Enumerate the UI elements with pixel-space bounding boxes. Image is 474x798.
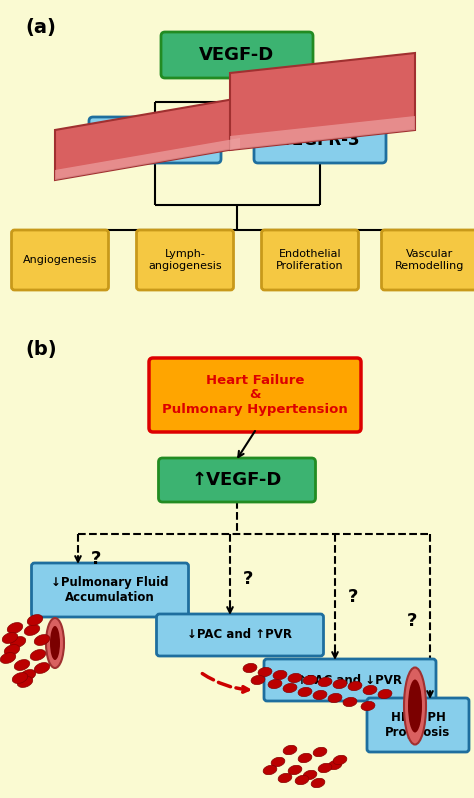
Polygon shape (230, 116, 415, 150)
Ellipse shape (298, 687, 312, 697)
FancyBboxPatch shape (382, 230, 474, 290)
Text: Lymph-
angiogenesis: Lymph- angiogenesis (148, 249, 222, 271)
Ellipse shape (318, 678, 332, 686)
Text: HF & PH
Prognosis: HF & PH Prognosis (385, 711, 451, 739)
Ellipse shape (273, 670, 287, 680)
Ellipse shape (27, 614, 43, 626)
Text: ?: ? (91, 550, 101, 568)
FancyBboxPatch shape (31, 563, 189, 617)
FancyBboxPatch shape (156, 614, 323, 656)
Text: ↓Pulmonary Fluid
Accumulation: ↓Pulmonary Fluid Accumulation (51, 576, 169, 604)
FancyBboxPatch shape (367, 698, 469, 752)
Ellipse shape (298, 753, 312, 763)
Text: VEGFR-2: VEGFR-2 (115, 131, 195, 149)
Ellipse shape (0, 653, 16, 663)
Ellipse shape (295, 776, 309, 784)
Text: ↑VEGF-D: ↑VEGF-D (192, 471, 282, 489)
Ellipse shape (288, 765, 302, 775)
Polygon shape (230, 53, 415, 150)
Ellipse shape (361, 701, 375, 710)
Ellipse shape (2, 633, 18, 643)
Ellipse shape (378, 689, 392, 698)
Text: Vascular
Remodelling: Vascular Remodelling (395, 249, 465, 271)
Text: Heart Failure
&
Pulmonary Hypertension: Heart Failure & Pulmonary Hypertension (162, 373, 348, 417)
FancyBboxPatch shape (264, 659, 436, 701)
Ellipse shape (404, 667, 426, 745)
Polygon shape (55, 138, 240, 180)
Ellipse shape (30, 650, 46, 661)
Text: (b): (b) (25, 340, 56, 359)
Ellipse shape (20, 670, 36, 681)
Ellipse shape (243, 663, 257, 673)
Ellipse shape (313, 747, 327, 757)
Ellipse shape (283, 683, 297, 693)
Ellipse shape (363, 685, 377, 694)
Ellipse shape (50, 626, 60, 660)
FancyBboxPatch shape (158, 458, 316, 502)
Ellipse shape (258, 667, 272, 677)
Ellipse shape (17, 677, 33, 687)
Text: VEGFR-3: VEGFR-3 (280, 131, 360, 149)
Text: VEGF-D: VEGF-D (200, 46, 274, 64)
Ellipse shape (313, 690, 327, 700)
FancyBboxPatch shape (149, 358, 361, 432)
Ellipse shape (288, 674, 302, 682)
Ellipse shape (34, 662, 50, 674)
Ellipse shape (12, 673, 27, 683)
Ellipse shape (328, 693, 342, 702)
Ellipse shape (263, 765, 277, 775)
FancyBboxPatch shape (161, 32, 313, 78)
Ellipse shape (268, 679, 282, 689)
Ellipse shape (303, 770, 317, 780)
FancyBboxPatch shape (137, 230, 234, 290)
Ellipse shape (303, 675, 317, 685)
Ellipse shape (34, 634, 50, 646)
Text: ↓PAC and ↑PVR: ↓PAC and ↑PVR (188, 629, 292, 642)
Ellipse shape (408, 680, 422, 733)
Ellipse shape (24, 625, 40, 635)
FancyBboxPatch shape (11, 230, 109, 290)
Ellipse shape (328, 760, 342, 770)
FancyBboxPatch shape (254, 117, 386, 163)
Ellipse shape (283, 745, 297, 755)
Ellipse shape (7, 622, 23, 634)
Ellipse shape (278, 773, 292, 783)
Ellipse shape (4, 645, 20, 655)
Ellipse shape (251, 675, 265, 685)
Ellipse shape (14, 660, 30, 670)
Text: ?: ? (407, 612, 417, 630)
Ellipse shape (271, 757, 285, 767)
Text: Endothelial
Proliferation: Endothelial Proliferation (276, 249, 344, 271)
Ellipse shape (46, 618, 64, 668)
FancyBboxPatch shape (262, 230, 358, 290)
Ellipse shape (348, 681, 362, 690)
Ellipse shape (318, 764, 332, 772)
Text: ↑PAC and ↓PVR: ↑PAC and ↓PVR (298, 674, 402, 686)
Polygon shape (55, 98, 240, 180)
Text: ?: ? (243, 570, 253, 588)
Text: (a): (a) (25, 18, 56, 37)
Ellipse shape (10, 637, 26, 647)
Text: Angiogenesis: Angiogenesis (23, 255, 97, 265)
FancyBboxPatch shape (89, 117, 221, 163)
Ellipse shape (311, 778, 325, 788)
Text: ?: ? (348, 588, 358, 606)
Ellipse shape (343, 697, 357, 706)
Ellipse shape (333, 755, 347, 764)
Ellipse shape (333, 679, 347, 689)
